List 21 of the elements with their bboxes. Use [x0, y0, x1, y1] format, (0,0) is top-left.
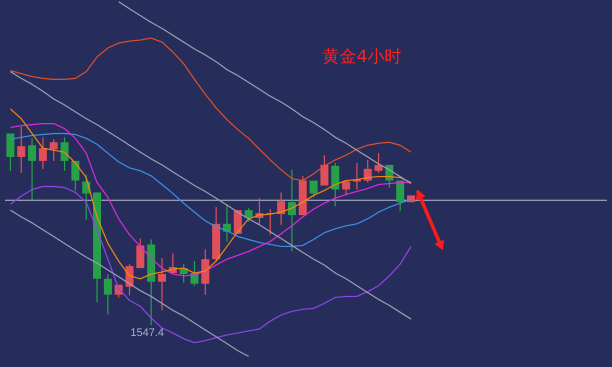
candlestick: [38, 136, 47, 170]
candlestick: [104, 273, 112, 315]
candlestick: [374, 152, 383, 174]
annotation: 1547.4: [130, 327, 164, 340]
candlestick: [158, 258, 166, 311]
candlestick: [331, 162, 340, 207]
candlestick: [136, 238, 144, 269]
candlestick: [288, 169, 296, 252]
candlestick: [17, 126, 26, 174]
candlestick: [60, 136, 69, 172]
candlestick: [6, 132, 14, 172]
candlestick: [277, 192, 286, 226]
candlestick: [50, 138, 58, 162]
candlestick: [71, 160, 80, 192]
candlestick: [310, 180, 318, 198]
chart-title: 黄金4小时: [322, 47, 402, 67]
candlestick: [244, 208, 253, 222]
candlestick: [28, 138, 36, 201]
candlestick: [396, 180, 404, 212]
candlestick: [342, 180, 350, 196]
candlestick: [320, 154, 328, 186]
